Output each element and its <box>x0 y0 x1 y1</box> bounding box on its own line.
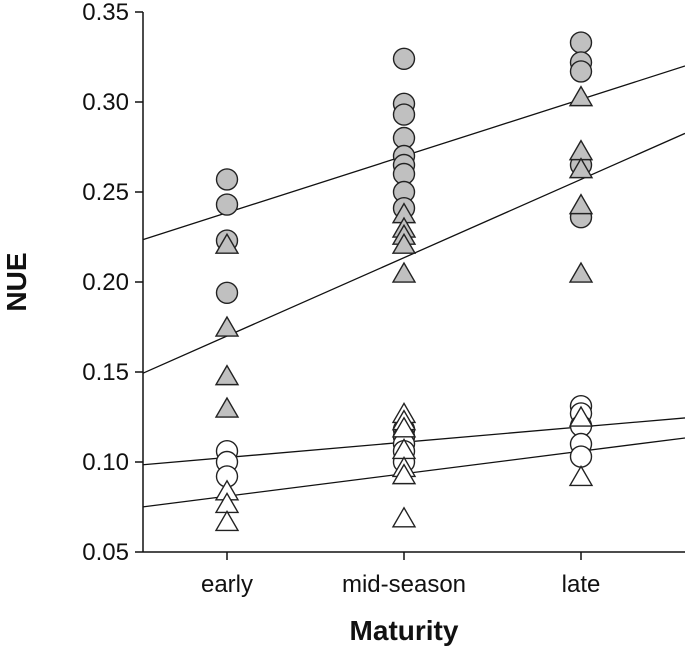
axes: 0.05 0.10 0.15 0.20 0.25 0.30 0.35 early mid-sea… <box>82 0 685 598</box>
y-tick-label: 0.35 <box>82 0 129 26</box>
open-triangle-point <box>391 463 417 485</box>
filled-triangle-point <box>391 261 417 283</box>
open-triangle-point <box>391 506 417 528</box>
filled-triangle-point <box>568 193 594 215</box>
filled-triangle-point <box>568 139 594 161</box>
filled-circle-point <box>569 31 593 54</box>
y-tick-label: 0.20 <box>82 269 129 296</box>
y-axis-title: NUE <box>1 252 32 311</box>
filled-triangle-point <box>214 315 240 337</box>
filled-triangle-point <box>568 157 594 179</box>
filled-triangle-point <box>214 396 240 418</box>
filled-circle-point <box>215 168 239 191</box>
filled-circle-point <box>392 103 416 126</box>
x-tick-label: early <box>201 571 253 598</box>
open-triangle-point <box>214 510 240 532</box>
y-tick-label: 0.25 <box>82 179 129 206</box>
x-axis-title: Maturity <box>350 615 459 646</box>
filled-circle-point <box>215 193 239 216</box>
open-triangle-point <box>568 405 594 427</box>
filled-triangle-point <box>568 85 594 107</box>
data-points <box>214 31 594 532</box>
filled-triangle-point <box>568 261 594 283</box>
y-tick-label: 0.05 <box>82 539 129 566</box>
y-tick-label: 0.15 <box>82 359 129 386</box>
filled-circle-point <box>215 281 239 304</box>
filled-circle-point <box>392 47 416 70</box>
open-triangle-point <box>391 416 417 438</box>
y-tick-label: 0.30 <box>82 89 129 116</box>
x-tick-label: late <box>562 571 601 598</box>
filled-triangle-point <box>214 232 240 254</box>
open-triangle-point <box>568 465 594 487</box>
x-tick-label: mid-season <box>342 571 466 598</box>
filled-circle-point <box>569 60 593 83</box>
filled-triangle-point <box>391 232 417 254</box>
y-tick-label: 0.10 <box>82 449 129 476</box>
open-circle-point <box>569 445 593 468</box>
filled-triangle-point <box>214 364 240 386</box>
